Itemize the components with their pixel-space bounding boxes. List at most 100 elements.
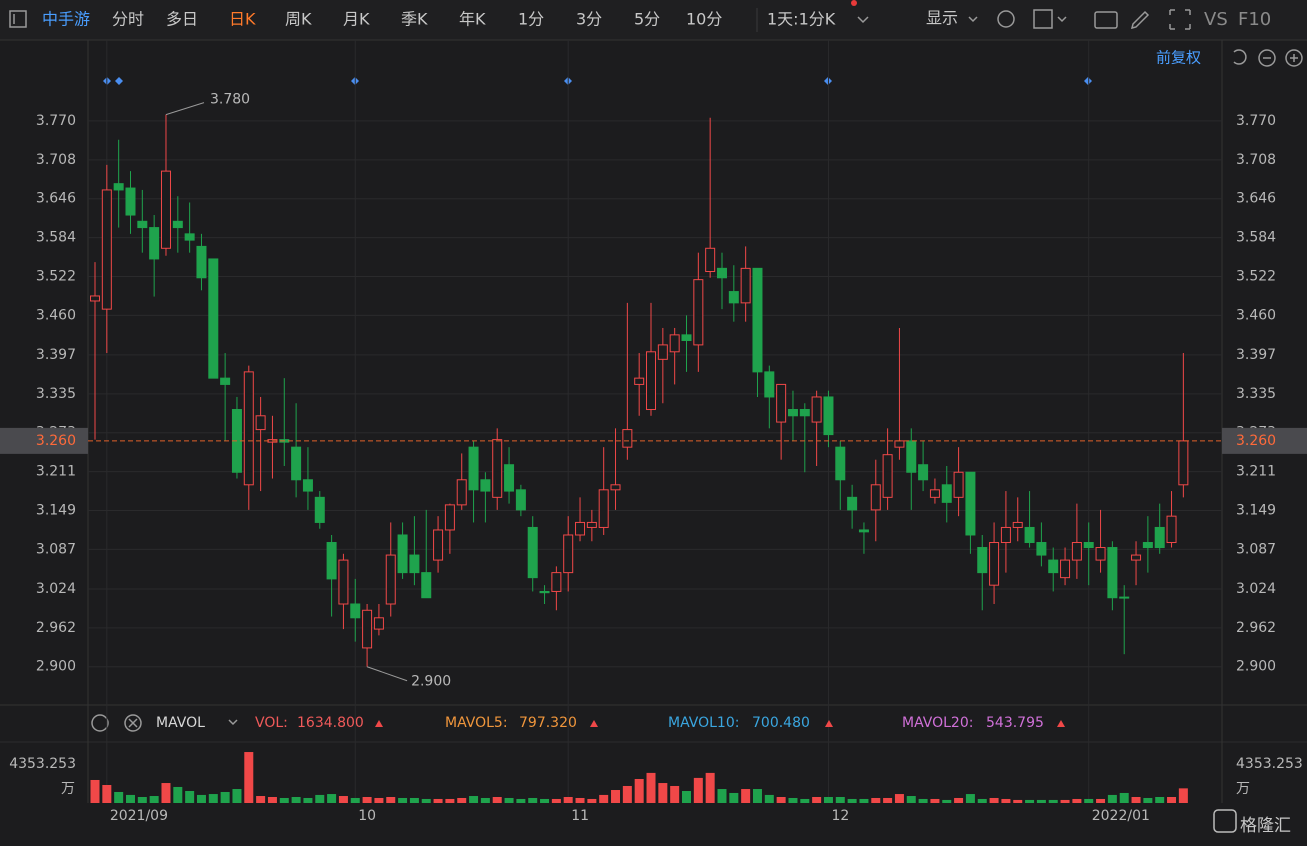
volume-bar <box>528 797 538 803</box>
y-tick-label-right: 3.708 <box>1236 152 1276 168</box>
candle-body <box>1000 526 1011 544</box>
indicator-name[interactable]: MAVOL <box>156 715 205 731</box>
volume-bar <box>894 794 904 803</box>
tab[interactable]: 10分 <box>686 10 722 29</box>
indicator-settings[interactable] <box>91 714 109 732</box>
tab[interactable]: 分时 <box>112 10 144 29</box>
y-tick-label: 3.149 <box>36 503 76 519</box>
candle-body <box>149 227 160 260</box>
event-marker[interactable] <box>1084 77 1092 85</box>
tab[interactable]: 1分 <box>518 10 544 29</box>
volume-bar <box>1072 798 1082 803</box>
pen-icon[interactable] <box>1130 10 1150 30</box>
sidebar-icon[interactable] <box>9 10 27 28</box>
candle-body <box>397 534 408 574</box>
volume-bar <box>823 796 833 803</box>
volume-bar <box>717 789 727 803</box>
volume-bar <box>1060 799 1070 803</box>
candle-body <box>137 220 148 229</box>
candle-body <box>929 489 940 498</box>
volume-bar <box>752 789 762 803</box>
candle-body <box>906 440 917 473</box>
candle-body <box>480 479 491 492</box>
candle-body <box>693 279 704 346</box>
volume-bar <box>114 791 124 803</box>
candle-body <box>515 489 526 511</box>
candle-body <box>728 291 739 304</box>
y-tick-label: 3.584 <box>36 230 76 246</box>
volume-bar <box>942 799 952 803</box>
legend-value: 543.795 <box>986 715 1044 731</box>
close-x <box>128 718 138 728</box>
candle-body <box>409 554 420 574</box>
y-tick-label: 3.646 <box>36 191 76 207</box>
event-marker[interactable] <box>115 77 123 85</box>
candle-body <box>941 484 952 503</box>
candle-body <box>989 542 1000 586</box>
volume-bar <box>835 796 845 803</box>
tab-selected[interactable]: 日K <box>229 10 256 29</box>
volume-bar <box>315 794 325 803</box>
candle-body <box>243 371 254 486</box>
legend-value: 797.320 <box>519 715 577 731</box>
legend-name: MAVOL20: <box>902 715 973 731</box>
y-tick-label: 3.708 <box>36 152 76 168</box>
y-tick-label: 3.460 <box>36 307 76 323</box>
volume-bar <box>244 752 254 803</box>
candle-body <box>977 547 988 574</box>
tab[interactable]: 多日 <box>166 10 198 29</box>
volume-bar <box>871 797 881 803</box>
display-menu[interactable]: 显示 <box>926 9 958 28</box>
volume-bar <box>1025 799 1035 803</box>
f10-button[interactable]: F10 <box>1238 9 1271 30</box>
legend-arrow <box>590 720 598 727</box>
candle-body <box>1024 526 1035 544</box>
zoom-in[interactable] <box>1285 49 1303 67</box>
stock-name[interactable]: 中手游 <box>42 10 90 29</box>
tab[interactable]: 月K <box>343 10 370 29</box>
candle-body <box>1154 526 1165 549</box>
volume-bar <box>374 797 384 803</box>
y-tick-label: 2.962 <box>36 620 76 636</box>
min-leader <box>366 666 408 682</box>
layout-icon[interactable] <box>1033 9 1053 29</box>
x-tick-label: 11 <box>571 808 589 824</box>
volume-bar <box>540 798 550 803</box>
volume-bar <box>788 797 798 803</box>
fullscreen-icon[interactable] <box>1169 9 1191 30</box>
zoom-out[interactable] <box>1258 49 1276 67</box>
candle-body <box>586 521 597 528</box>
zoom-in-bar <box>1290 54 1298 62</box>
tab[interactable]: 季K <box>401 10 428 29</box>
vs-button[interactable]: VS <box>1204 9 1228 30</box>
volume-bar <box>812 796 822 803</box>
settings-icon[interactable] <box>997 10 1015 28</box>
camera-icon[interactable] <box>1094 11 1118 29</box>
volume-bar <box>965 794 975 803</box>
adjust-mode[interactable]: 前复权 <box>1156 49 1201 67</box>
watermark: 格隆汇 <box>1240 816 1291 836</box>
volume-bar <box>362 796 372 803</box>
volume-bar <box>291 796 301 803</box>
volume-bar <box>705 772 715 803</box>
volume-bar <box>327 794 337 803</box>
tab[interactable]: 年K <box>459 10 486 29</box>
indicator-close[interactable] <box>124 714 142 732</box>
volume-bar <box>1155 796 1165 803</box>
last-price-label-right: 3.260 <box>1236 433 1276 449</box>
volume-bar <box>137 796 147 803</box>
volume-bar <box>859 798 869 803</box>
period-select[interactable]: 1天:1分K <box>767 10 836 29</box>
tab[interactable]: 3分 <box>576 10 602 29</box>
reset-icon[interactable] <box>1233 49 1247 65</box>
volume-bar <box>847 798 857 803</box>
volume-bar <box>1178 788 1188 803</box>
candle-body <box>716 267 727 279</box>
last-price-box <box>0 427 88 454</box>
candle-body <box>634 377 645 385</box>
y-tick-label-right: 3.211 <box>1236 464 1276 480</box>
tab[interactable]: 5分 <box>634 10 660 29</box>
tab[interactable]: 周K <box>285 10 312 29</box>
volume-bar <box>1036 799 1046 803</box>
y-tick-label: 2.900 <box>36 659 76 675</box>
